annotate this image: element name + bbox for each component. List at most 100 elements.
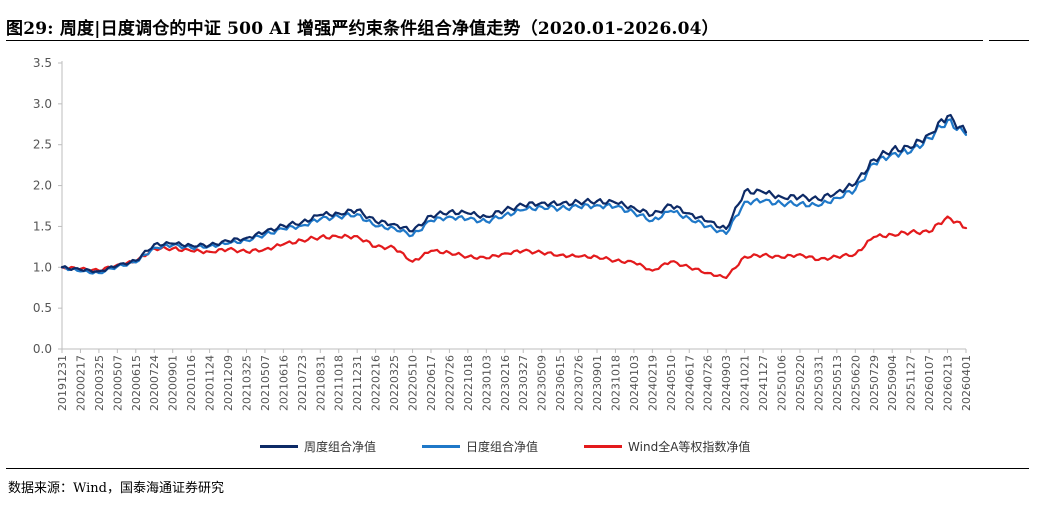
- series-1-point: [651, 219, 654, 222]
- x-tick-label: 20200901: [167, 355, 180, 411]
- series-line-2: [61, 215, 967, 279]
- legend-item-weekly: 周度组合净值: [260, 438, 376, 455]
- series-0-point: [651, 213, 654, 217]
- legend-item-wind: Wind全A等权指数净值: [584, 438, 750, 455]
- y-axis: 0.0 0.5 1.0 1.5 2.0 2.5 3.0 3.5: [33, 56, 63, 356]
- series-1-point: [319, 217, 322, 221]
- series-1-point: [522, 208, 525, 212]
- series-2-point: [891, 233, 894, 236]
- y-tick-label: 2.0: [33, 179, 52, 193]
- series-1-point: [835, 196, 838, 199]
- series-0-point: [60, 266, 64, 269]
- series-0-point: [928, 132, 931, 136]
- series-1-point: [577, 205, 580, 208]
- series-2-point: [226, 248, 230, 251]
- x-tick-label: 20220617: [425, 355, 438, 411]
- x-tick-label: 20210325: [240, 355, 253, 411]
- series-1-point: [374, 225, 377, 228]
- series-2-point: [595, 255, 599, 258]
- x-tick-label: 20260213: [942, 355, 955, 411]
- legend-label-wind: Wind全A等权指数净值: [628, 440, 751, 454]
- series-0-point: [429, 214, 433, 217]
- series-0-point: [632, 206, 636, 209]
- legend-swatch-wind: [584, 445, 623, 448]
- series-0-point: [688, 212, 691, 215]
- series-2-point: [171, 247, 174, 250]
- series-1-point: [337, 215, 340, 218]
- series-0-point: [835, 191, 838, 194]
- series-line-0: [61, 113, 967, 274]
- series-1-point: [595, 204, 599, 207]
- series-0-point: [171, 242, 174, 245]
- x-tick-label: 20240903: [720, 355, 733, 411]
- legend-swatch-daily: [422, 445, 461, 448]
- series-0-point: [374, 220, 377, 223]
- series-2-point: [448, 251, 451, 254]
- series-0-point: [411, 230, 414, 233]
- series-2-point: [466, 255, 469, 258]
- title-rule: [6, 40, 983, 41]
- series-1-point: [559, 207, 562, 210]
- series-0-point: [79, 268, 82, 271]
- source-note: 数据来源：Wind，国泰海通证券研究: [8, 481, 224, 496]
- series-1-point: [356, 213, 359, 216]
- x-tick-label: 20250220: [794, 355, 807, 411]
- series-2-point: [725, 276, 728, 280]
- series-0-point: [245, 236, 248, 239]
- x-tick-label: 20231018: [609, 355, 622, 411]
- legend-label-weekly: 周度组合净值: [304, 440, 377, 454]
- series-1-point: [909, 150, 912, 154]
- x-tick-label: 20240219: [646, 355, 659, 411]
- series-2-point: [761, 253, 765, 257]
- series-2-point: [780, 256, 783, 259]
- series-1-point: [817, 204, 820, 208]
- series-0-point: [669, 204, 672, 207]
- series-2-point: [688, 266, 691, 269]
- x-tick-label: 20241127: [757, 355, 770, 411]
- x-tick-label: 20230726: [573, 355, 586, 411]
- series-2-point: [300, 239, 303, 242]
- series-1-point: [798, 202, 802, 205]
- x-tick-label: 20230509: [536, 355, 549, 411]
- series-2-point: [835, 255, 838, 258]
- series-1-point: [706, 225, 709, 228]
- y-tick-label: 2.5: [33, 138, 52, 152]
- series-0-point: [503, 208, 506, 212]
- series-0-point: [577, 200, 580, 204]
- series-0-point: [817, 198, 820, 201]
- series-2-point: [263, 248, 267, 251]
- x-tick-label: 20200325: [93, 355, 106, 411]
- series-0-point: [97, 270, 100, 273]
- series-1-point: [761, 199, 765, 203]
- series-0-point: [319, 213, 322, 217]
- x-tick-label: 20230103: [480, 355, 493, 411]
- x-tick-label: 20241021: [739, 355, 752, 411]
- series-2-point: [946, 215, 949, 218]
- y-tick-label: 1.0: [33, 260, 52, 274]
- series-line-1: [62, 118, 967, 275]
- series-0-point: [798, 195, 802, 199]
- x-tick-label: 20240510: [665, 355, 678, 411]
- x-tick-label: 20250729: [868, 355, 881, 411]
- x-axis: 20191231 20200217 20200325 20200507 20200615…: [56, 348, 973, 411]
- series-0-point: [300, 221, 303, 224]
- x-tick-label: 20211231: [351, 355, 364, 411]
- series-0-point: [706, 220, 709, 223]
- series-0-point: [522, 204, 525, 207]
- x-tick-label: 20250904: [886, 355, 899, 411]
- series-1-point: [411, 234, 414, 237]
- series-0-point: [190, 244, 193, 247]
- series-0-point: [485, 215, 488, 218]
- y-tick-label: 3.5: [33, 56, 52, 70]
- x-tick-label: 20240617: [683, 355, 696, 411]
- series-0-point: [392, 222, 396, 226]
- x-tick-label: 20211018: [333, 355, 346, 411]
- series-2-point: [817, 258, 820, 262]
- series-1-point: [614, 205, 617, 208]
- x-tick-label: 20250513: [831, 355, 844, 411]
- series-0-point: [761, 191, 765, 194]
- series-2-point: [706, 271, 709, 275]
- series-2-point: [485, 257, 488, 260]
- chart-legend: 周度组合净值 日度组合净值 Wind全A等权指数净值: [260, 438, 750, 455]
- series-1-point: [190, 246, 193, 249]
